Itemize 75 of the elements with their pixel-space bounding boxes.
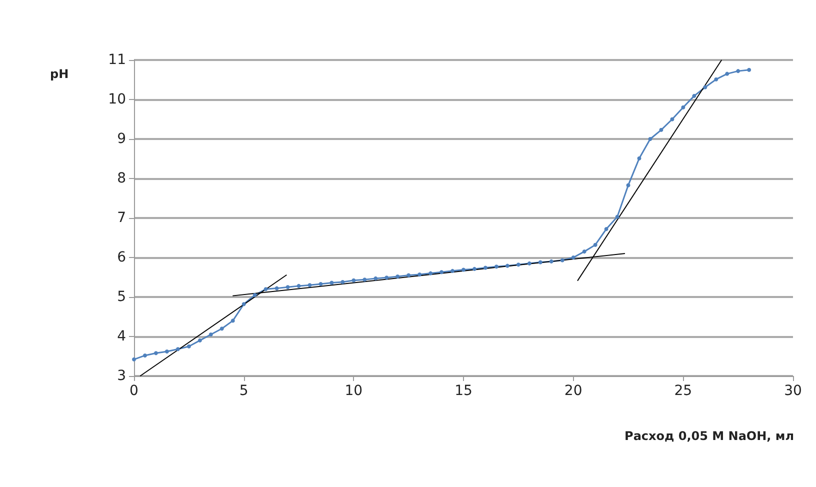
point <box>186 344 191 348</box>
y-tick-label: 9 <box>117 131 126 147</box>
point <box>637 156 642 160</box>
point <box>736 69 740 74</box>
point <box>615 214 620 219</box>
x-tick-label: 5 <box>239 383 248 399</box>
point <box>462 268 466 272</box>
point <box>406 273 411 278</box>
point <box>659 128 664 132</box>
point <box>648 137 652 141</box>
x-axis-title: Расход 0,05 M NaOH, мл <box>624 429 794 443</box>
point <box>362 278 367 282</box>
point <box>220 326 224 331</box>
point <box>286 285 290 290</box>
point <box>132 357 136 362</box>
point <box>604 227 608 232</box>
point <box>472 266 476 271</box>
point <box>725 72 730 76</box>
y-tick-label: 6 <box>117 250 126 266</box>
point <box>505 264 510 268</box>
point <box>340 280 345 284</box>
point <box>582 250 586 254</box>
point <box>494 264 498 269</box>
x-tick-label: 10 <box>344 383 363 399</box>
point <box>252 293 257 298</box>
x-tick-label: 20 <box>564 383 582 399</box>
y-tick-label: 5 <box>117 289 126 305</box>
point <box>296 284 301 288</box>
point <box>692 94 696 98</box>
point <box>714 77 718 82</box>
y-tick-label: 7 <box>117 210 126 226</box>
y-tick-label: 10 <box>108 92 126 108</box>
point <box>418 272 422 276</box>
point <box>352 278 356 282</box>
point <box>450 268 455 273</box>
point <box>527 261 532 266</box>
point <box>681 105 686 110</box>
point <box>274 286 279 290</box>
point <box>549 259 554 264</box>
point <box>703 85 708 90</box>
point <box>593 242 598 247</box>
point <box>560 258 564 262</box>
point <box>198 338 202 342</box>
point <box>483 266 488 270</box>
point <box>154 351 158 356</box>
point <box>230 318 235 323</box>
x-tick-label: 25 <box>674 383 692 399</box>
point <box>747 68 752 72</box>
point <box>208 332 213 337</box>
y-tick-label: 8 <box>117 170 126 186</box>
point <box>242 302 246 306</box>
point <box>264 287 268 292</box>
x-tick-label: 15 <box>454 383 472 399</box>
point <box>670 117 674 122</box>
point <box>626 183 630 188</box>
point <box>164 350 169 354</box>
point <box>440 270 444 274</box>
y-tick-label: 3 <box>117 368 126 384</box>
point <box>330 280 334 285</box>
y-tick-label: 4 <box>117 328 126 344</box>
point <box>374 276 378 280</box>
point <box>176 347 180 352</box>
point <box>308 283 312 288</box>
point <box>538 260 542 264</box>
y-tick-label: 11 <box>108 52 126 68</box>
point <box>571 256 576 260</box>
point <box>384 276 389 280</box>
point <box>318 282 323 286</box>
x-tick-label: 30 <box>784 383 802 399</box>
x-tick-label: 0 <box>130 383 138 399</box>
point <box>428 271 433 276</box>
point <box>142 353 147 358</box>
point <box>516 262 520 267</box>
y-axis-title: pH <box>50 67 69 81</box>
point <box>396 274 400 278</box>
